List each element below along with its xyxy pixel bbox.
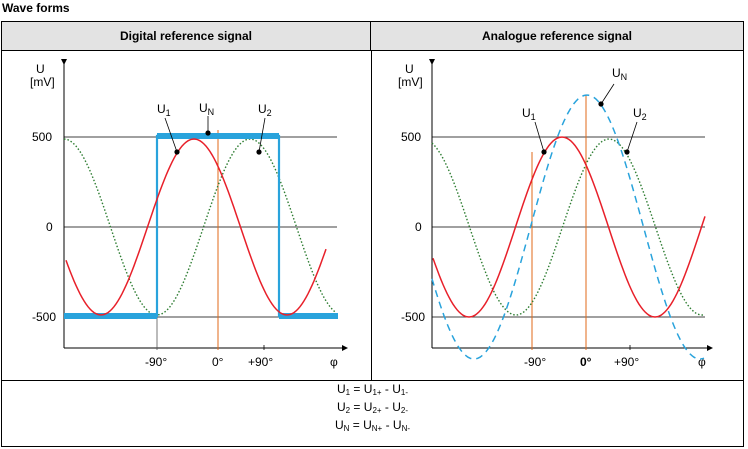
digital-y-unit: [mV] <box>30 75 55 89</box>
formula-line: UN = UN+ - UN- <box>2 418 743 436</box>
analogue-y-tick-neg500: -500 <box>401 310 425 324</box>
digital-un-band-low-right <box>279 313 338 319</box>
digital-x-label: φ <box>330 355 338 369</box>
analogue-x-label: φ <box>698 355 706 369</box>
formula-b: U <box>392 418 402 432</box>
formula-b-sub: 2- <box>400 406 409 415</box>
formula-lhs: U <box>336 400 346 414</box>
formula-op: - <box>381 382 393 396</box>
analogue-plot: U [mV] 500 0 -500 -90° 0° +90° φ U1 UN U… <box>398 59 713 369</box>
formula-op: - <box>381 400 393 414</box>
formula-lhs-sub: 2 <box>345 406 351 415</box>
digital-x-tick-neg90: -90° <box>145 355 167 369</box>
digital-y-label: U <box>36 62 45 76</box>
formula-b: U <box>392 382 401 396</box>
digital-y-tick-neg500: -500 <box>32 310 56 324</box>
formula-op: - <box>382 418 393 432</box>
formula-line: U2 = U2+ - U2- <box>2 400 743 418</box>
analogue-un-dot <box>598 101 604 107</box>
analogue-u2-leader <box>626 121 638 153</box>
digital-x-tick-0: 0° <box>212 355 224 369</box>
waveform-table: Digital reference signal Analogue refere… <box>1 21 744 447</box>
analogue-y-unit: [mV] <box>398 75 423 89</box>
digital-u2-curve <box>63 138 337 316</box>
formula-lhs-sub: N <box>343 424 350 433</box>
analogue-u2-curve <box>431 138 705 316</box>
digital-un-label: UN <box>199 101 214 117</box>
formula-b: U <box>392 400 401 414</box>
digital-un-band-high <box>157 133 279 139</box>
formula-line: U1 = U1+ - U1- <box>2 382 743 400</box>
analogue-u1-leader <box>534 121 545 153</box>
digital-un-dot <box>205 130 211 136</box>
formula-lhs: U <box>334 418 344 432</box>
header-analogue: Analogue reference signal <box>371 22 743 51</box>
formula-a-sub: 2+ <box>372 406 382 415</box>
analogue-y-tick-500: 500 <box>401 130 421 144</box>
analogue-u2-dot <box>624 149 630 155</box>
digital-u1-dot <box>174 149 180 155</box>
formula-a: U <box>363 418 372 432</box>
digital-u1-label: U1 <box>157 102 171 118</box>
formula-eq: = <box>350 400 364 414</box>
analogue-un-curve <box>431 94 705 360</box>
digital-u2-leader <box>258 117 266 153</box>
digital-un-curve <box>64 134 338 318</box>
header-digital: Digital reference signal <box>2 22 371 51</box>
analogue-un-label: UN <box>612 66 627 82</box>
formula-b-sub: N- <box>401 424 411 433</box>
digital-u1-curve <box>65 138 327 316</box>
digital-y-tick-500: 500 <box>32 130 52 144</box>
digital-un-band-low-left <box>64 313 157 319</box>
analogue-u1-curve <box>432 136 706 318</box>
analogue-u1-dot <box>541 149 547 155</box>
digital-u2-dot <box>256 149 262 155</box>
column-divider <box>371 51 372 380</box>
formula-a-sub: 1+ <box>372 388 382 397</box>
formula-eq: = <box>350 382 364 396</box>
digital-x-tick-pos90: +90° <box>248 355 273 369</box>
formula-b-sub: 1- <box>400 388 409 397</box>
formula-a: U <box>363 400 373 414</box>
analogue-un-leader <box>600 83 615 105</box>
analogue-u2-label: U2 <box>633 106 647 122</box>
digital-u2-label: U2 <box>258 102 272 118</box>
digital-u1-leader <box>164 117 178 153</box>
formula-lhs-sub: 1 <box>345 388 351 397</box>
formula-a-sub: N+ <box>371 424 383 433</box>
formula-a: U <box>363 382 373 396</box>
analogue-x-tick-neg90: -90° <box>524 355 546 369</box>
analogue-x-tick-0: 0° <box>580 355 592 369</box>
digital-y-tick-0: 0 <box>46 220 53 234</box>
analogue-x-tick-pos90: +90° <box>614 355 639 369</box>
page-title: Wave forms <box>2 1 70 15</box>
row-divider <box>2 380 743 381</box>
formula-block: U1 = U1+ - U1- U2 = U2+ - U2- UN = UN+ - U… <box>2 382 743 436</box>
formula-eq: = <box>349 418 364 432</box>
formula-lhs: U <box>336 382 346 396</box>
digital-plot: U [mV] 500 0 -500 -90° 0° +90° φ U1 UN U… <box>30 59 348 369</box>
analogue-u1-label: U1 <box>522 106 536 122</box>
analogue-y-label: U <box>405 62 414 76</box>
analogue-y-tick-0: 0 <box>415 220 422 234</box>
